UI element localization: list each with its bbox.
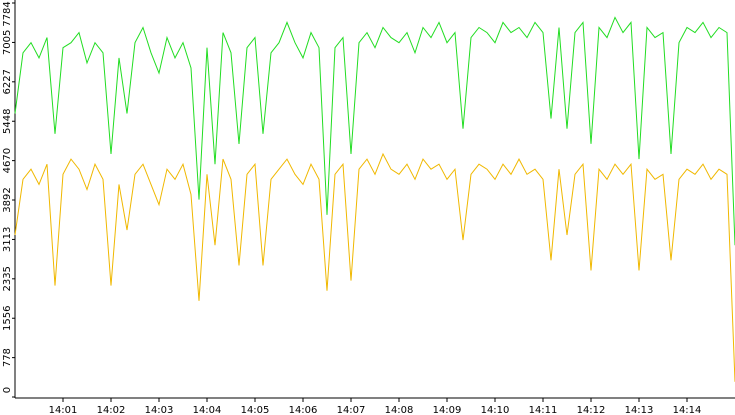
y-tick-label: 3113 (2, 227, 13, 252)
y-tick-label: 3892 (2, 187, 13, 212)
y-tick-label: 778 (2, 348, 13, 367)
x-tick-label: 14:04 (193, 405, 222, 415)
x-tick-label: 14:08 (385, 405, 414, 415)
y-tick-label: 0 (2, 387, 13, 393)
x-tick-label: 14:07 (337, 405, 366, 415)
y-tick-label: 4670 (2, 148, 13, 173)
x-tick-label: 14:13 (625, 405, 654, 415)
y-tick-label: 7784 (2, 1, 13, 26)
x-tick-label: 14:11 (529, 405, 558, 415)
x-tick-label: 14:02 (97, 405, 126, 415)
y-tick-label: 6227 (2, 69, 13, 94)
x-tick-label: 14:14 (673, 405, 702, 415)
series-line (14, 16, 735, 246)
x-tick-label: 14:01 (49, 405, 78, 415)
y-tick-label: 2335 (2, 266, 13, 291)
x-tick-label: 14:05 (241, 405, 270, 415)
x-tick-label: 14:09 (433, 405, 462, 415)
x-tick-label: 14:06 (289, 405, 318, 415)
y-tick-label: 5448 (2, 109, 13, 134)
x-tick-label: 14:03 (145, 405, 174, 415)
y-tick-label: 7005 (2, 30, 13, 55)
series-line (14, 152, 735, 382)
x-tick-label: 14:12 (577, 405, 606, 415)
x-tick-label: 14:10 (481, 405, 510, 415)
y-tick-label: 1556 (2, 306, 13, 331)
